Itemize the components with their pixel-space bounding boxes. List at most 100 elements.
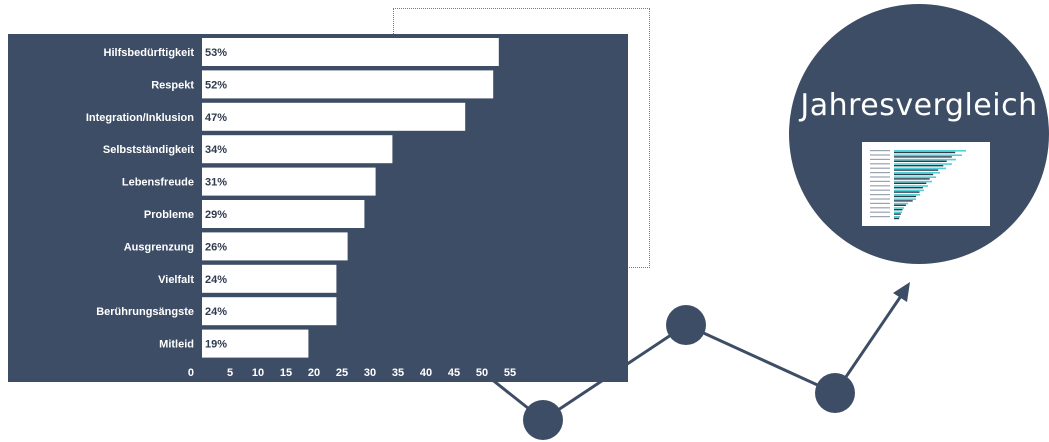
connector-line [685,323,836,395]
value-label: 19% [205,339,227,351]
thumbnail-label [870,158,890,160]
thumbnail-bar [894,182,927,184]
thumbnail-bar [894,194,920,196]
x-tick-label: 30 [364,367,376,379]
x-tick-label: 40 [420,367,432,379]
value-label: 24% [205,274,227,286]
bar [202,70,494,99]
thumbnail-bar [894,156,952,158]
thumbnail-label [870,194,890,196]
thumbnail-bar [894,198,916,200]
value-label: 52% [205,79,227,91]
thumbnail-label [870,207,890,209]
x-tick-label: 50 [476,367,488,379]
thumbnail-bar [894,160,947,162]
value-label: 47% [205,112,227,124]
x-tick-label: 20 [308,367,320,379]
category-label: Lebensfreude [122,177,194,189]
thumbnail-bar [894,173,934,176]
thumbnail-label [870,172,890,174]
bar [202,232,348,261]
thumbnail-label [870,176,890,178]
thumbnail-bar [894,189,924,192]
thumbnail-bar [894,213,901,215]
category-label: Berührungsängste [96,306,194,318]
value-label: 29% [205,209,227,221]
x-tick-label: 35 [392,367,404,379]
value-label: 53% [205,47,227,59]
bar [202,297,337,326]
value-label: 24% [205,306,227,318]
thumbnail-bar [894,216,900,218]
thumbnail-label [870,163,890,165]
x-tick-label: 5 [227,367,233,379]
thumbnail-mini-chart [862,142,990,226]
bar-chart-panel: Hilfsbedürftigkeit 53% Respekt 52% Integrati… [8,34,628,382]
badge-title: Jahresvergleich [800,88,1038,123]
thumbnail-label [870,216,890,218]
connector-arrow-line [833,292,905,394]
thumbnail-bar [894,204,906,206]
node-circle [815,373,855,413]
thumbnail-label [870,211,890,213]
thumbnail-bar [894,195,917,198]
category-label: Probleme [144,209,194,221]
bar [202,167,376,196]
thumbnail-label [870,189,890,191]
thumbnail-bar [894,163,952,165]
node-circle [666,305,706,345]
thumbnail-label [870,185,890,187]
thumbnail-bar [894,207,904,209]
thumbnail-bar [894,178,930,180]
thumbnail-bar [894,200,913,202]
thumbnail-label [870,154,890,156]
thumbnail-bar [894,167,946,170]
thumbnail-bar [894,169,939,171]
arrow-head-icon [893,282,910,302]
thumbnail-bar [894,154,962,156]
x-tick-label: 15 [280,367,292,379]
bar [202,38,499,66]
bar [202,329,309,358]
node-circle [523,400,563,440]
thumbnail-bar [894,211,902,214]
thumbnail-label [870,202,890,204]
category-label: Hilfsbedürftigkeit [104,47,195,59]
thumbnail-bar [894,180,932,183]
bar [202,200,365,228]
thumbnail-bar [894,150,966,152]
category-label: Respekt [151,79,194,91]
category-label: Vielfalt [158,274,194,286]
category-label: Ausgrenzung [124,241,194,253]
x-tick-label: 45 [448,367,460,379]
year-comparison-badge[interactable]: Jahresvergleich [789,4,1049,264]
thumbnail-bar [894,185,928,187]
x-tick-label: 25 [336,367,348,379]
category-label: Mitleid [159,339,194,351]
bar [202,102,466,131]
thumbnail-label [870,150,890,152]
thumbnail-bar [894,165,944,167]
thumbnail-bar [894,176,936,178]
thumbnail-bar [894,202,908,205]
value-label: 26% [205,241,227,253]
thumbnail-label [870,180,890,182]
thumbnail-label [870,198,890,200]
thumbnail-bar [894,217,900,220]
thumbnail-bar [894,158,956,161]
thumbnail-bar [894,151,956,154]
chart-thumbnail[interactable] [862,142,990,226]
thumbnail-bar [894,172,940,174]
x-tick-label: 0 [188,367,194,379]
value-label: 31% [205,177,227,189]
bar [202,135,393,164]
thumbnail-bar [894,191,920,193]
thumbnail-bar [894,209,903,211]
bar-chart: Hilfsbedürftigkeit 53% Respekt 52% Integrati… [86,38,516,379]
category-label: Selbstständigkeit [103,144,194,156]
value-label: 34% [205,144,227,156]
x-tick-label: 10 [252,367,264,379]
category-label: Integration/Inklusion [86,112,194,124]
thumbnail-bar [894,187,923,189]
